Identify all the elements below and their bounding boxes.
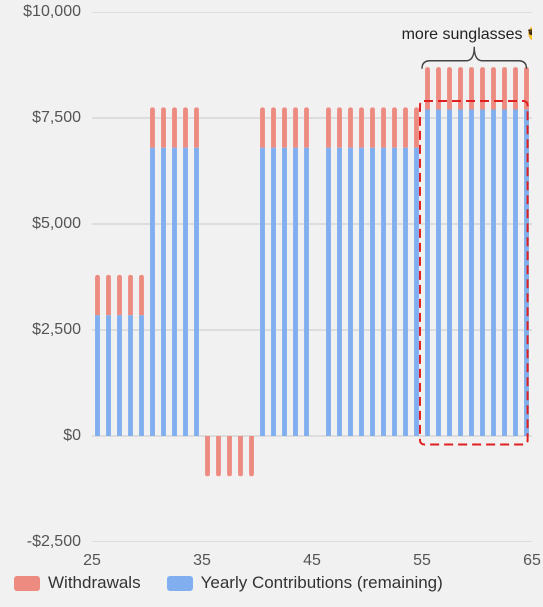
bar-withdrawal	[183, 107, 188, 147]
bar-withdrawal	[293, 107, 298, 147]
bar-withdrawal	[414, 107, 419, 147]
bar-contribution	[304, 148, 309, 436]
bar-withdrawal	[172, 107, 177, 147]
legend-label-contributions: Yearly Contributions (remaining)	[201, 573, 443, 593]
bar-withdrawal	[348, 107, 353, 147]
y-axis-tick-label: $7,500	[1, 109, 81, 127]
bar-withdrawal	[425, 67, 430, 109]
bar-withdrawal-negative	[238, 436, 243, 476]
bar-withdrawal	[194, 107, 199, 147]
bar-contribution	[436, 110, 441, 436]
bar-contribution	[403, 148, 408, 436]
bar-withdrawal	[381, 107, 386, 147]
bar-contribution	[106, 315, 111, 436]
bar-contribution	[260, 148, 265, 436]
bar-withdrawal	[458, 67, 463, 109]
x-axis-tick-label: 25	[83, 552, 101, 570]
bar-withdrawal	[150, 107, 155, 147]
bar-contribution	[95, 315, 100, 436]
bar-contribution	[502, 110, 507, 436]
bar-contribution	[139, 315, 144, 436]
y-axis-tick-label: $5,000	[1, 215, 81, 233]
bar-withdrawal	[260, 107, 265, 147]
annotation-label: more sunglasses 😎	[402, 25, 532, 43]
bar-withdrawal	[106, 275, 111, 315]
bar-withdrawal-negative	[227, 436, 232, 476]
bar-withdrawal	[161, 107, 166, 147]
bar-contribution	[414, 148, 419, 436]
bar-contribution	[326, 148, 331, 436]
bar-contribution	[491, 110, 496, 436]
bar-contribution	[458, 110, 463, 436]
chart-gridlines	[92, 12, 532, 542]
bar-contribution	[370, 148, 375, 436]
bar-contribution	[337, 148, 342, 436]
x-axis-tick-label: 55	[413, 552, 431, 570]
bar-contribution	[381, 148, 386, 436]
bar-withdrawal	[117, 275, 122, 315]
bar-contribution	[480, 110, 485, 436]
chart-legend: Withdrawals Yearly Contributions (remain…	[14, 573, 443, 593]
bar-withdrawal	[513, 67, 518, 109]
bar-contribution	[128, 315, 133, 436]
x-axis-tick-label: 45	[303, 552, 321, 570]
bar-withdrawal	[502, 67, 507, 109]
bar-withdrawal	[304, 107, 309, 147]
bar-contribution	[513, 110, 518, 436]
bar-withdrawal	[128, 275, 133, 315]
bar-contribution	[392, 148, 397, 436]
bar-withdrawal	[403, 107, 408, 147]
bar-withdrawal	[392, 107, 397, 147]
bar-withdrawal	[447, 67, 452, 109]
bar-contribution	[194, 148, 199, 436]
legend-swatch-withdrawals	[14, 576, 40, 591]
legend-item-withdrawals: Withdrawals	[14, 573, 141, 593]
bar-withdrawal	[370, 107, 375, 147]
bar-contribution	[359, 148, 364, 436]
annotation-brace	[422, 47, 527, 69]
chart-container: more sunglasses 😎 -$2,500 $0 $2,500 $5,000 $…	[0, 0, 543, 607]
bar-withdrawal-negative	[216, 436, 221, 476]
bar-contribution	[447, 110, 452, 436]
bar-withdrawal	[491, 67, 496, 109]
bar-contribution	[183, 148, 188, 436]
bar-withdrawal	[469, 67, 474, 109]
bar-withdrawal	[282, 107, 287, 147]
x-axis-tick-label: 35	[193, 552, 211, 570]
bar-contribution	[282, 148, 287, 436]
bar-withdrawal	[480, 67, 485, 109]
y-axis-tick-label: $0	[1, 427, 81, 445]
bar-contribution	[271, 148, 276, 436]
bar-withdrawal	[359, 107, 364, 147]
x-axis-tick-label: 65	[523, 552, 541, 570]
bar-contribution	[172, 148, 177, 436]
legend-swatch-contributions	[167, 576, 193, 591]
bar-withdrawal-negative	[249, 436, 254, 476]
legend-label-withdrawals: Withdrawals	[48, 573, 141, 593]
y-axis-tick-label: $2,500	[1, 321, 81, 339]
chart-bars	[95, 67, 529, 476]
bar-withdrawal	[271, 107, 276, 147]
bar-withdrawal	[326, 107, 331, 147]
bar-contribution	[293, 148, 298, 436]
y-axis-tick-label: $10,000	[1, 3, 81, 21]
bar-contribution	[425, 110, 430, 436]
bar-contribution	[348, 148, 353, 436]
bar-withdrawal	[95, 275, 100, 315]
bar-withdrawal	[337, 107, 342, 147]
bar-contribution	[117, 315, 122, 436]
bar-contribution	[150, 148, 155, 436]
bar-withdrawal	[436, 67, 441, 109]
chart-plot-area: more sunglasses 😎	[92, 12, 532, 542]
y-axis-tick-label: -$2,500	[1, 533, 81, 551]
bar-withdrawal-negative	[205, 436, 210, 476]
bar-contribution	[161, 148, 166, 436]
legend-item-contributions: Yearly Contributions (remaining)	[167, 573, 443, 593]
bar-contribution	[469, 110, 474, 436]
bar-withdrawal	[139, 275, 144, 315]
